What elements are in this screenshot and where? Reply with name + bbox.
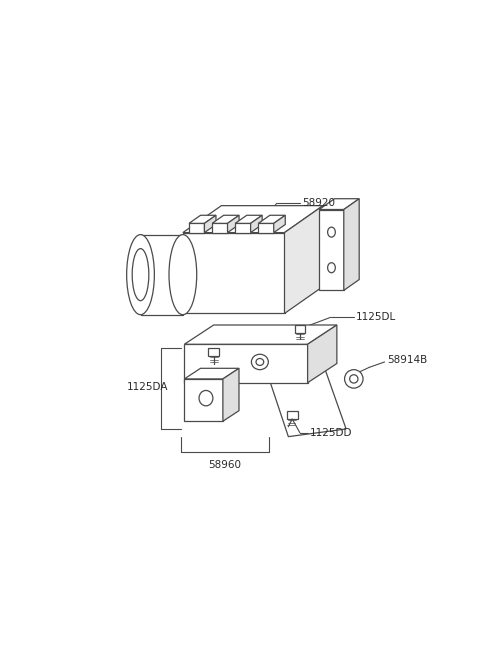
Polygon shape [184, 325, 337, 345]
Polygon shape [258, 223, 274, 233]
Polygon shape [258, 215, 285, 223]
Polygon shape [189, 215, 216, 223]
Polygon shape [189, 223, 204, 233]
Text: 1125DD: 1125DD [310, 428, 352, 438]
Text: 58920: 58920 [302, 198, 335, 208]
Polygon shape [295, 325, 305, 333]
Polygon shape [184, 379, 223, 421]
Polygon shape [184, 345, 308, 383]
Polygon shape [228, 215, 239, 233]
Polygon shape [235, 215, 262, 223]
Polygon shape [204, 215, 216, 233]
Text: 58914B: 58914B [387, 356, 427, 365]
Polygon shape [183, 206, 323, 233]
Polygon shape [183, 233, 285, 314]
Ellipse shape [328, 227, 336, 237]
Circle shape [349, 375, 358, 383]
Ellipse shape [199, 390, 213, 406]
Polygon shape [285, 206, 323, 314]
Ellipse shape [132, 249, 149, 301]
Polygon shape [212, 215, 239, 223]
Polygon shape [184, 368, 239, 379]
Polygon shape [235, 223, 251, 233]
Polygon shape [269, 364, 346, 437]
Ellipse shape [127, 234, 155, 314]
Circle shape [345, 369, 363, 388]
Polygon shape [208, 348, 219, 356]
Polygon shape [344, 198, 359, 290]
Text: 1125DL: 1125DL [356, 312, 396, 322]
Text: 1125DA: 1125DA [127, 382, 168, 392]
Text: 58960: 58960 [208, 460, 241, 470]
Ellipse shape [256, 358, 264, 365]
Polygon shape [308, 325, 337, 383]
Polygon shape [223, 368, 239, 421]
Polygon shape [274, 215, 285, 233]
Ellipse shape [169, 234, 197, 314]
Polygon shape [251, 215, 262, 233]
Polygon shape [212, 223, 228, 233]
Polygon shape [319, 198, 359, 210]
Ellipse shape [328, 263, 336, 272]
Ellipse shape [252, 354, 268, 369]
Polygon shape [287, 411, 298, 419]
Polygon shape [319, 210, 344, 290]
